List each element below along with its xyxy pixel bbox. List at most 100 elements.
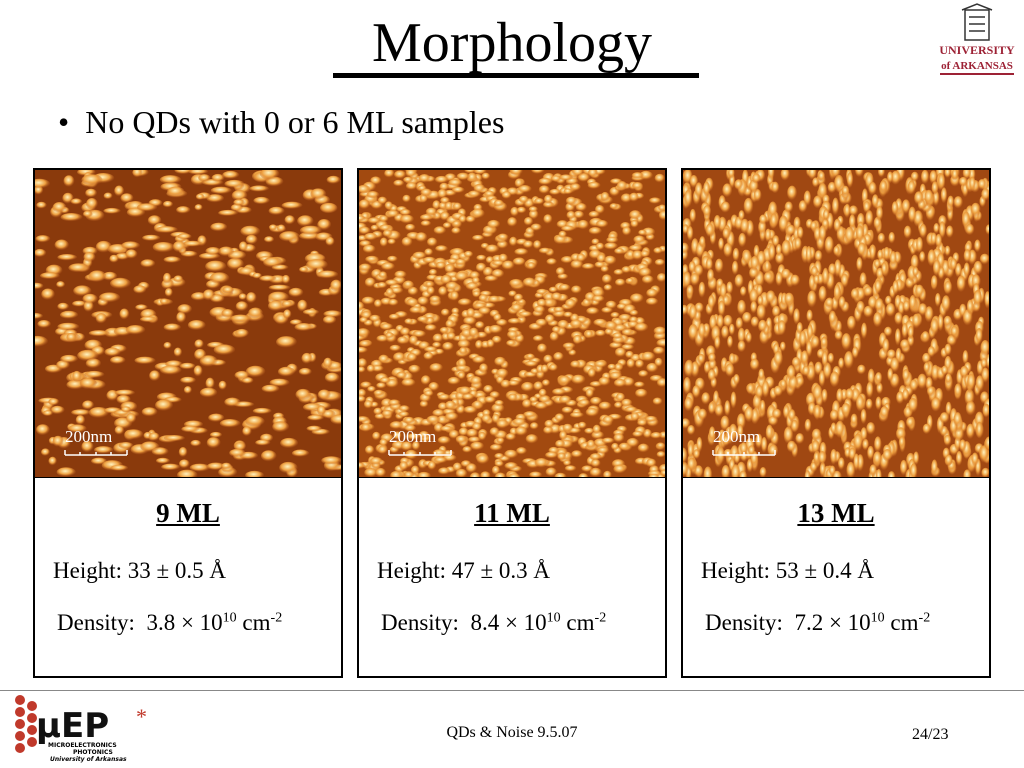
lab-logo: μEP * MICROELECTRONICS PHOTONICS Univers… <box>15 695 147 763</box>
dot <box>306 425 322 432</box>
dot <box>853 433 863 452</box>
dot <box>555 439 566 449</box>
dot <box>635 388 648 398</box>
dot <box>326 175 341 185</box>
dot <box>629 210 642 220</box>
dot <box>500 379 511 389</box>
dot <box>512 417 527 427</box>
dot <box>714 335 721 350</box>
dot <box>507 473 521 478</box>
height: Height: 33 ± 0.5 Å <box>53 558 226 583</box>
dot <box>147 215 162 226</box>
density-text: Density: 7.2 × 10 <box>705 610 871 635</box>
dot <box>505 433 516 441</box>
dot <box>981 188 989 201</box>
dot <box>605 300 617 310</box>
dot <box>865 210 874 227</box>
dot <box>813 451 820 465</box>
dot <box>688 324 699 342</box>
dot <box>857 242 867 258</box>
dot <box>359 301 365 312</box>
density-unit-exp: -2 <box>594 610 607 626</box>
dot <box>457 371 466 380</box>
dot <box>654 357 663 368</box>
dot <box>268 206 285 216</box>
dot <box>487 295 501 304</box>
dot <box>749 288 759 305</box>
dot <box>384 201 393 210</box>
dot <box>458 386 472 396</box>
dot <box>773 385 783 397</box>
dot <box>36 201 47 209</box>
dot <box>588 170 598 178</box>
dot <box>595 219 609 228</box>
dot <box>863 200 871 214</box>
dot <box>429 363 443 373</box>
dot <box>359 416 370 423</box>
dot <box>359 358 368 368</box>
dot <box>649 197 662 204</box>
scale-bar <box>64 450 128 456</box>
dot <box>775 243 783 257</box>
dot <box>630 219 639 228</box>
dot <box>807 290 817 308</box>
dot <box>683 242 690 255</box>
dot <box>57 302 70 311</box>
dot <box>425 207 438 217</box>
dot <box>562 342 576 350</box>
dot <box>853 453 860 472</box>
dot <box>420 375 431 386</box>
dot <box>684 189 693 208</box>
dot <box>818 450 827 466</box>
dot <box>731 464 741 478</box>
dot <box>491 465 501 476</box>
dot <box>407 433 420 440</box>
dot <box>843 203 851 219</box>
dot <box>656 338 665 348</box>
dot <box>125 413 137 424</box>
dot <box>918 303 928 317</box>
dot <box>740 218 750 234</box>
dot <box>529 422 539 430</box>
afm-image: 200nm <box>683 170 989 478</box>
dot <box>614 247 625 255</box>
dot <box>538 177 553 186</box>
dot <box>837 457 845 471</box>
dot <box>252 272 262 279</box>
dot <box>737 340 746 353</box>
dot <box>188 170 209 175</box>
dot <box>208 413 225 423</box>
dot <box>428 268 438 276</box>
dot <box>899 339 910 351</box>
dot <box>714 404 724 417</box>
dot <box>52 435 64 447</box>
dot <box>227 257 244 270</box>
dot <box>323 357 333 369</box>
dot <box>141 407 158 417</box>
dot <box>543 298 556 308</box>
dot <box>417 471 431 478</box>
dot <box>530 223 542 232</box>
dot <box>439 326 450 334</box>
dot <box>563 311 574 318</box>
dot <box>701 392 711 405</box>
dot <box>689 304 698 322</box>
dot <box>510 206 519 217</box>
dot <box>163 256 181 264</box>
dot <box>616 181 628 191</box>
dot <box>721 325 730 340</box>
dot <box>734 274 744 289</box>
dot <box>581 465 594 473</box>
dot <box>980 339 989 357</box>
dot <box>209 272 230 284</box>
dot <box>879 180 888 194</box>
page-number: 24/23 <box>912 726 949 743</box>
dot <box>142 234 161 242</box>
dot <box>594 360 608 369</box>
dot <box>291 449 310 457</box>
dot <box>629 309 639 316</box>
dot <box>857 364 866 375</box>
dot <box>971 452 979 467</box>
dot <box>698 281 706 298</box>
dot <box>790 274 800 287</box>
